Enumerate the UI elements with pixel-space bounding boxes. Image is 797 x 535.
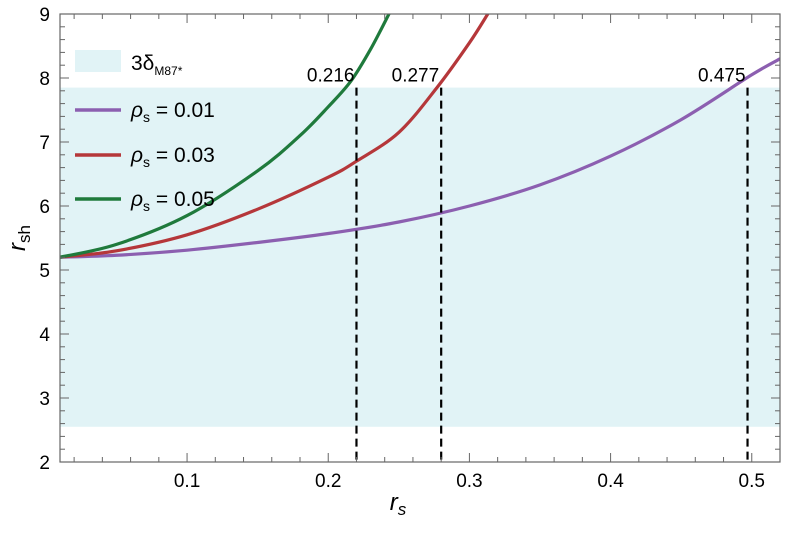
y-tick-label: 9 [39, 5, 50, 26]
annotation-label: 0.277 [392, 66, 440, 87]
x-tick-label: 0.2 [315, 471, 341, 492]
legend-swatch-band [75, 50, 121, 72]
x-tick-label: 0.5 [739, 471, 765, 492]
x-tick-label: 0.4 [597, 471, 624, 492]
legend-label-1: ρs = 0.01 [130, 99, 215, 125]
y-tick-label: 6 [39, 197, 50, 218]
legend: 3δM87* ρs = 0.01 ρs = 0.03 ρs = 0.05 [75, 50, 215, 214]
y-tick-label: 5 [39, 261, 50, 282]
axis-ticks: 0.1 0.2 0.3 0.4 0.5 2 3 4 5 6 7 8 9 [39, 5, 781, 492]
legend-label-band: 3δM87* [131, 52, 183, 78]
y-tick-label: 2 [39, 453, 50, 474]
shaded-band [60, 87, 780, 427]
y-axis-label: rsh [4, 225, 34, 251]
plot-frame [59, 13, 781, 463]
series-line-3 [60, 14, 391, 259]
annotation-label: 0.475 [698, 66, 746, 87]
legend-label-2: ρs = 0.03 [130, 144, 215, 170]
annotation-label: 0.216 [307, 66, 355, 87]
x-tick-label: 0.3 [456, 471, 482, 492]
x-tick-label: 0.1 [174, 471, 200, 492]
series-layer [60, 14, 780, 259]
series-line-1 [60, 57, 780, 259]
x-axis-label: rs [390, 489, 407, 519]
y-tick-label: 7 [39, 133, 50, 154]
annotation-labels: 0.216 0.277 0.475 [307, 66, 746, 87]
annotation-lines [355, 87, 749, 462]
y-tick-label: 3 [39, 389, 50, 410]
y-tick-label: 4 [39, 325, 50, 346]
y-tick-label: 8 [39, 69, 50, 90]
band-layer [60, 87, 780, 427]
series-line-2 [60, 14, 490, 259]
legend-label-3: ρs = 0.05 [130, 188, 215, 214]
